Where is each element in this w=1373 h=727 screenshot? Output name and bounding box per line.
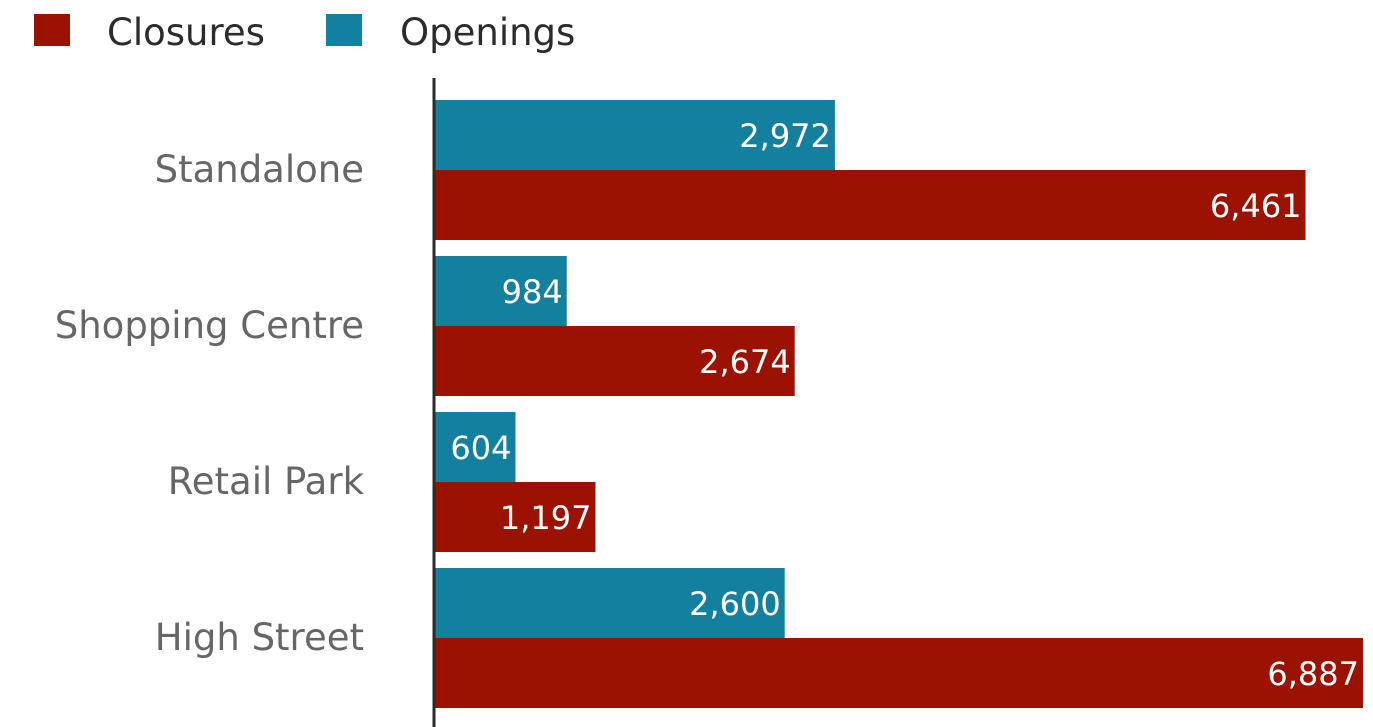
value-label-openings-shopping-centre: 984 <box>502 273 563 311</box>
legend: Closures Openings <box>34 11 575 54</box>
bar-closures-shopping-centre <box>434 326 795 396</box>
legend-swatch-closures <box>34 14 70 46</box>
bar-closures-retail-park <box>434 482 596 552</box>
value-label-closures-standalone: 6,461 <box>1210 187 1302 225</box>
value-label-closures-retail-park: 1,197 <box>500 499 592 537</box>
bar-openings-high-street <box>434 568 785 638</box>
category-labels: Standalone Shopping Centre Retail Park High… <box>55 148 365 659</box>
value-label-openings-high-street: 2,600 <box>689 585 781 623</box>
bar-openings-standalone <box>434 100 835 170</box>
legend-label-openings: Openings <box>400 11 575 54</box>
value-label-openings-retail-park: 604 <box>450 429 511 467</box>
value-label-closures-high-street: 6,887 <box>1267 655 1359 693</box>
bar-openings-retail-park <box>434 412 516 482</box>
value-label-closures-shopping-centre: 2,674 <box>699 343 791 381</box>
bars <box>434 100 1363 708</box>
bar-closures-standalone <box>434 170 1306 240</box>
legend-swatch-openings <box>326 14 362 46</box>
category-label-standalone: Standalone <box>155 148 364 191</box>
category-label-retail-park: Retail Park <box>168 460 365 503</box>
category-label-shopping-centre: Shopping Centre <box>55 304 364 347</box>
bar-closures-high-street <box>434 638 1363 708</box>
legend-label-closures: Closures <box>107 11 265 54</box>
value-label-openings-standalone: 2,972 <box>739 117 831 155</box>
category-label-high-street: High Street <box>155 616 364 659</box>
value-labels: 2,972 6,461 984 2,674 604 1,197 2,600 6,887 <box>450 117 1359 693</box>
bar-openings-shopping-centre <box>434 256 567 326</box>
